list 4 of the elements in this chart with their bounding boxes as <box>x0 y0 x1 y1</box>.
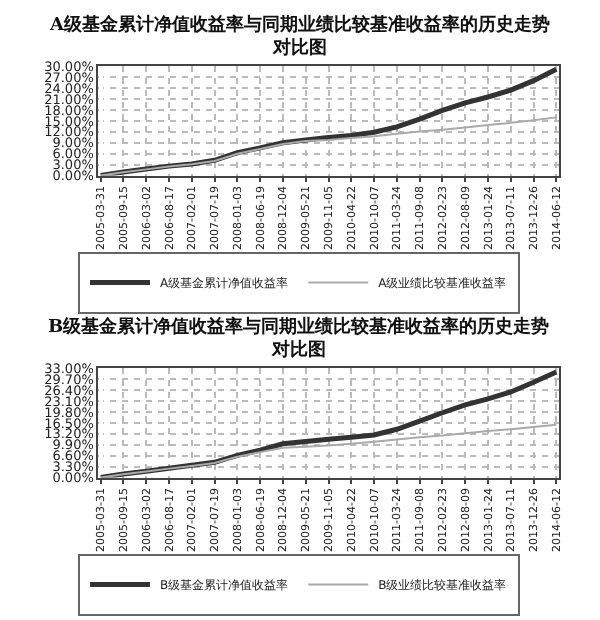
line-series <box>99 116 558 176</box>
line-series <box>99 423 558 478</box>
chart-title: A级基金累计净值收益率与同期业绩比较基准收益率的历史走势对比图 <box>48 14 550 60</box>
chart-title: B级基金累计净值收益率与同期业绩比较基准收益率的历史走势对比图 <box>48 316 550 362</box>
